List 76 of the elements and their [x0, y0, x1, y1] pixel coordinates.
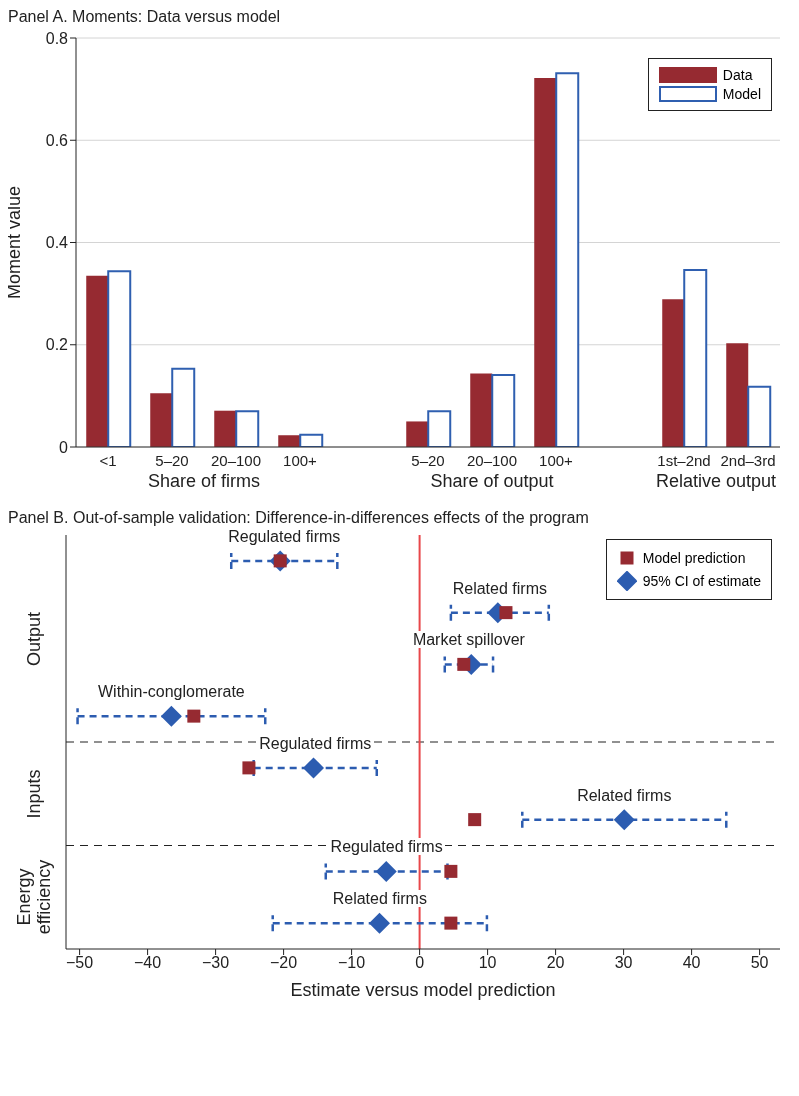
- bar: [534, 77, 557, 447]
- x-tick-label: 0: [415, 954, 425, 972]
- bar: [683, 269, 708, 447]
- annotation: Regulated firms: [257, 734, 374, 752]
- bar: [470, 373, 493, 447]
- bar: [726, 343, 749, 447]
- point: [160, 705, 182, 727]
- chart-title: Panel A. Moments: Data versus model: [8, 8, 282, 27]
- annotation: Regulated firms: [328, 838, 445, 856]
- bar: [107, 270, 132, 447]
- annotation: Related firms: [330, 890, 429, 908]
- bar: [747, 385, 772, 447]
- point: [444, 916, 458, 930]
- x-tick-label: 30: [614, 954, 633, 972]
- x-axis-title: Estimate versus model prediction: [290, 979, 556, 1000]
- y-tick-label: 0.8: [45, 29, 69, 47]
- bar: [406, 421, 429, 447]
- bar: [662, 299, 685, 447]
- x-tick-label: 50: [750, 954, 769, 972]
- point: [468, 813, 482, 827]
- bar: [555, 72, 580, 447]
- text: Output: [24, 610, 44, 668]
- x-tick-label: 40: [682, 954, 701, 972]
- x-tick-label: 20–100: [466, 451, 518, 469]
- x-tick-label: 1st–2nd: [657, 451, 711, 469]
- x-tick-label: −50: [66, 954, 94, 972]
- x-tick-label: −10: [338, 954, 366, 972]
- bar: [150, 393, 173, 447]
- bar: [235, 410, 260, 447]
- x-tick-label: −30: [202, 954, 230, 972]
- point: [187, 709, 201, 723]
- legend-label: Model prediction: [642, 550, 746, 566]
- bar: [171, 367, 196, 447]
- bar: [491, 373, 516, 447]
- annotation: Market spillover: [410, 631, 527, 649]
- point: [368, 912, 390, 934]
- x-tick-label: 5–20: [411, 451, 445, 469]
- y-tick-label: 0.2: [45, 336, 69, 354]
- x-tick-label: 20: [546, 954, 565, 972]
- x-tick-label: −20: [270, 954, 298, 972]
- annotation: Related firms: [450, 579, 549, 597]
- y-tick-label: 0: [59, 438, 69, 456]
- bar: [86, 275, 109, 447]
- text: Share of firms: [146, 471, 261, 492]
- text: Relative output: [654, 471, 778, 492]
- x-tick-label: 100+: [539, 451, 574, 469]
- x-tick-label: −40: [134, 954, 162, 972]
- annotation: Regulated firms: [226, 527, 343, 545]
- x-tick-label: 100+: [283, 451, 318, 469]
- annotation: Related firms: [575, 786, 674, 804]
- x-tick-label: 20–100: [210, 451, 262, 469]
- x-tick-label: 5–20: [155, 451, 189, 469]
- text: Inputs: [24, 768, 44, 821]
- legend-label: 95% CI of estimate: [642, 573, 761, 589]
- point: [499, 606, 513, 620]
- y-tick-label: 0.4: [45, 234, 69, 252]
- bar: [427, 410, 452, 447]
- bar: [299, 433, 324, 447]
- annotation: Within-conglomerate: [96, 683, 247, 701]
- legend-label: Data: [722, 67, 753, 83]
- text: Energy efficiency: [14, 858, 54, 937]
- x-tick-label: 10: [478, 954, 497, 972]
- x-tick-label: <1: [99, 451, 117, 469]
- y-axis-title: Moment value: [4, 185, 25, 300]
- chart-title: Panel B. Out-of-sample validation: Difference-in-differences effects of the program: [8, 509, 590, 528]
- text: Share of output: [429, 471, 555, 492]
- legend-label: Model: [722, 86, 761, 102]
- point: [375, 860, 397, 882]
- y-tick-label: 0.6: [45, 131, 69, 149]
- point: [457, 657, 471, 671]
- point: [444, 864, 458, 878]
- x-tick-label: 2nd–3rd: [720, 451, 776, 469]
- point: [613, 809, 635, 831]
- point: [242, 761, 256, 775]
- point: [303, 757, 325, 779]
- bar: [214, 410, 237, 447]
